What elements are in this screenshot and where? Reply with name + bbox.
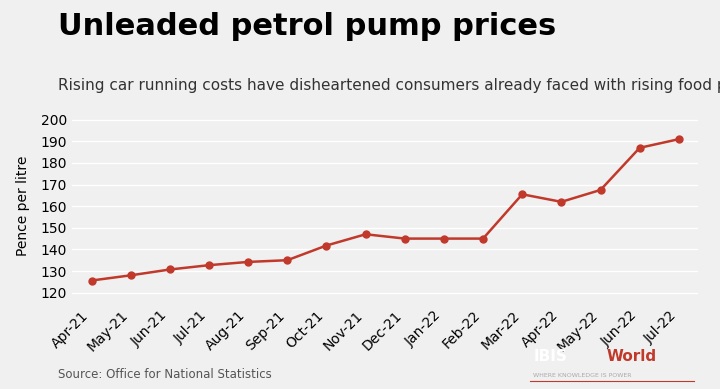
Text: Rising car running costs have disheartened consumers already faced with rising f: Rising car running costs have dishearten… — [58, 78, 720, 93]
Text: WHERE KNOWLEDGE IS POWER: WHERE KNOWLEDGE IS POWER — [534, 373, 632, 378]
Text: IBIS: IBIS — [534, 349, 567, 364]
Text: Source: Office for National Statistics: Source: Office for National Statistics — [58, 368, 271, 381]
Text: Unleaded petrol pump prices: Unleaded petrol pump prices — [58, 12, 556, 41]
Y-axis label: Pence per litre: Pence per litre — [16, 156, 30, 256]
Text: World: World — [606, 349, 657, 364]
